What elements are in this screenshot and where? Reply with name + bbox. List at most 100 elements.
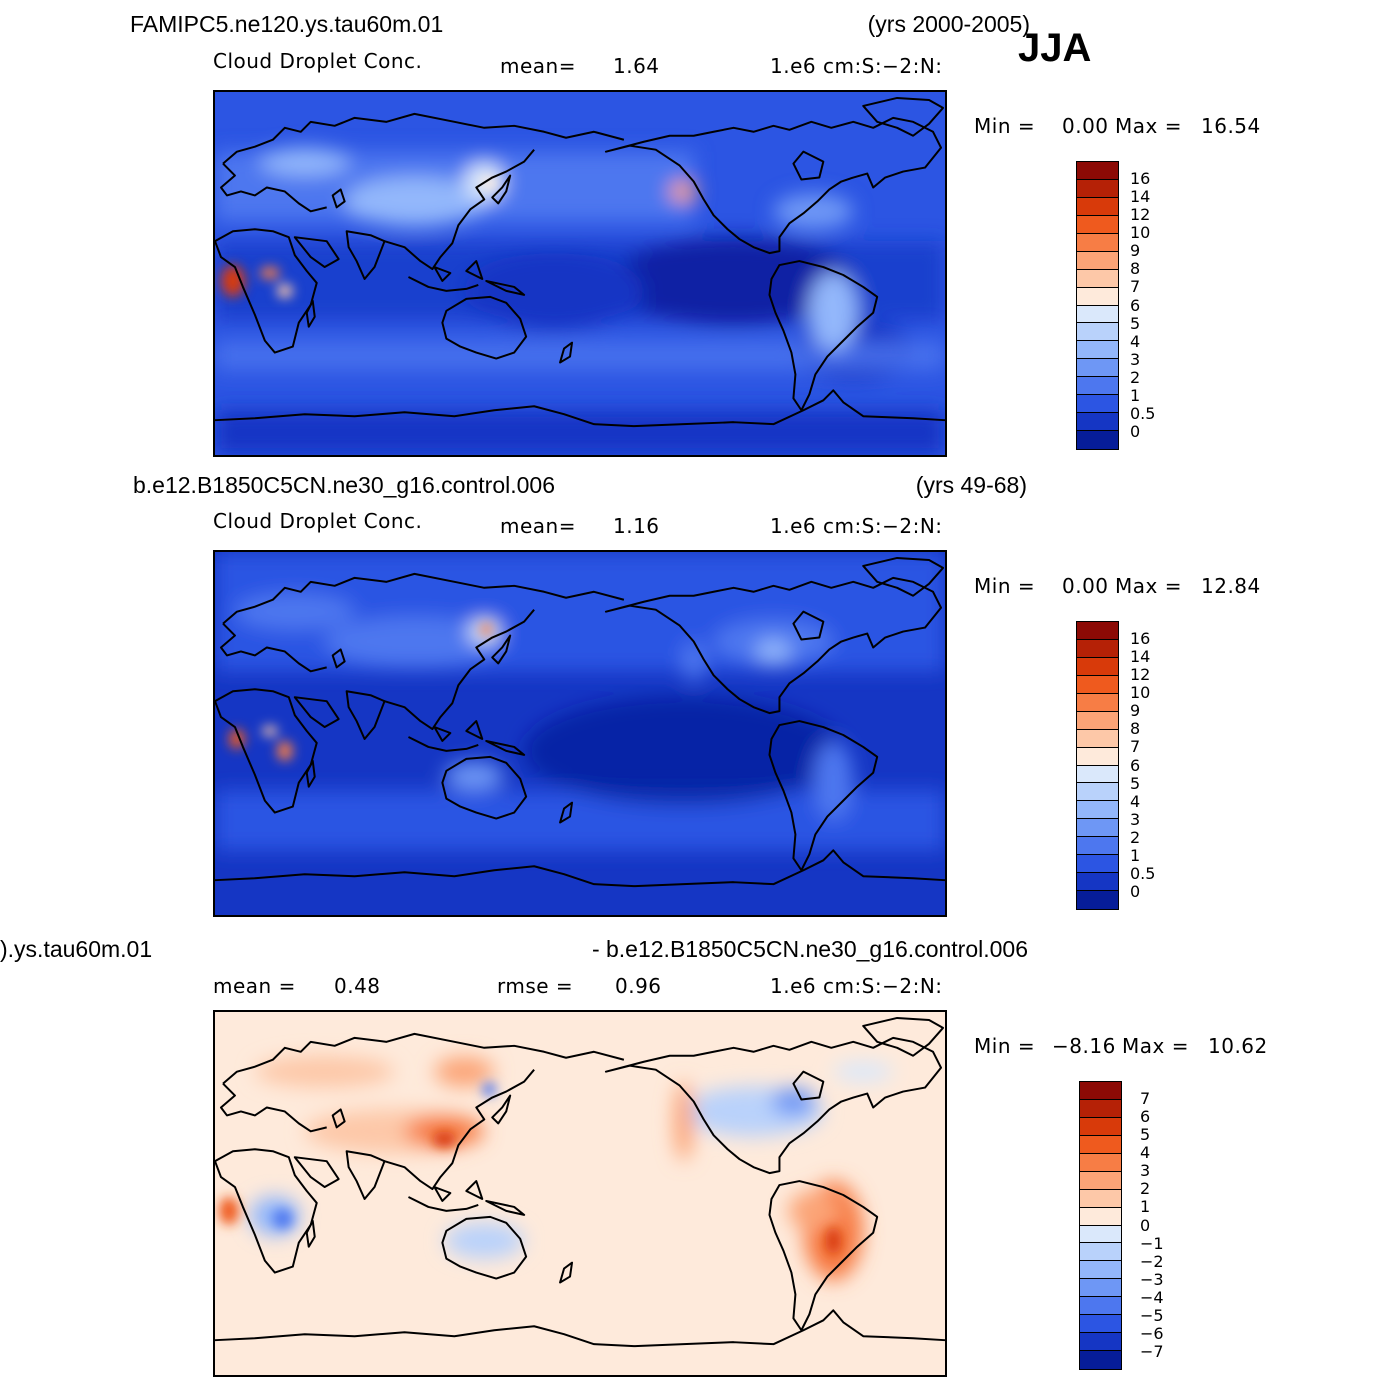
colorbar-swatch bbox=[1077, 377, 1118, 396]
colorbar-swatch bbox=[1077, 837, 1118, 856]
colorbar-swatch bbox=[1080, 1099, 1121, 1118]
colorbar-tick-label: 6 bbox=[1130, 295, 1141, 315]
colorbar-tick-label: 5 bbox=[1130, 773, 1141, 793]
colorbar-tick-label: 10 bbox=[1130, 223, 1151, 243]
colorbar-swatch bbox=[1080, 1171, 1121, 1190]
colorbar-tick-label: 7 bbox=[1140, 1089, 1151, 1109]
colorbar-swatch bbox=[1080, 1207, 1121, 1226]
panel-3-max-value: 10.62 bbox=[1208, 1034, 1268, 1058]
colorbar-tick-label: 0 bbox=[1130, 881, 1141, 901]
panel-3-colorbar bbox=[1079, 1081, 1122, 1370]
colorbar-tick-label: 3 bbox=[1130, 809, 1141, 829]
colorbar-swatch bbox=[1077, 413, 1118, 432]
colorbar-tick-label: 0.5 bbox=[1130, 863, 1156, 883]
colorbar-tick-label: 16 bbox=[1130, 629, 1151, 649]
colorbar-swatch bbox=[1077, 305, 1118, 324]
colorbar-swatch bbox=[1077, 711, 1118, 730]
colorbar-tick-label: 2 bbox=[1130, 827, 1141, 847]
colorbar-swatch bbox=[1077, 395, 1118, 414]
colorbar-tick-label: 7 bbox=[1130, 737, 1141, 757]
colorbar-tick-label: 0 bbox=[1130, 421, 1141, 441]
panel-3-map bbox=[213, 1010, 947, 1377]
panel-1-case-name: FAMIPC5.ne120.ys.tau60m.01 bbox=[130, 11, 444, 37]
colorbar-swatch bbox=[1080, 1297, 1121, 1316]
panel-2-variable: Cloud Droplet Conc. bbox=[213, 509, 423, 533]
colorbar-swatch bbox=[1080, 1189, 1121, 1208]
panel-1-min-value: 0.00 bbox=[1062, 114, 1109, 138]
colorbar-tick-label: 3 bbox=[1130, 349, 1141, 369]
panel-2-case-name: b.e12.B1850C5CN.ne30_g16.control.006 bbox=[133, 472, 555, 498]
panel-2-max-label: Max = bbox=[1115, 574, 1182, 598]
panel-2-map bbox=[213, 550, 947, 917]
colorbar-tick-label: −7 bbox=[1140, 1341, 1164, 1361]
panel-2-mean-label: mean= bbox=[500, 514, 576, 538]
colorbar-tick-label: 1 bbox=[1140, 1197, 1151, 1217]
panel-2-units: 1.e6 cm:S:−2:N: bbox=[770, 514, 943, 538]
colorbar-swatch bbox=[1077, 341, 1118, 360]
colorbar-tick-label: 8 bbox=[1130, 719, 1141, 739]
colorbar-swatch bbox=[1077, 765, 1118, 784]
colorbar-tick-label: 4 bbox=[1140, 1143, 1151, 1163]
panel-2-colorbar bbox=[1076, 621, 1119, 910]
colorbar-swatch bbox=[1077, 747, 1118, 766]
panel-1-map bbox=[213, 90, 947, 457]
colorbar-swatch bbox=[1080, 1315, 1121, 1334]
panel-2-years: (yrs 49-68) bbox=[915, 472, 1027, 498]
panel-3-mean-value: 0.48 bbox=[334, 974, 381, 998]
colorbar-swatch bbox=[1077, 233, 1118, 252]
panel-3-max-label: Max = bbox=[1122, 1034, 1189, 1058]
panel-3-min-label: Min = bbox=[974, 1034, 1036, 1058]
colorbar-tick-label: 2 bbox=[1130, 367, 1141, 387]
colorbar-tick-label: 12 bbox=[1130, 205, 1151, 225]
panel-1-variable: Cloud Droplet Conc. bbox=[213, 49, 423, 73]
colorbar-tick-label: −6 bbox=[1140, 1323, 1164, 1343]
colorbar-swatch bbox=[1077, 323, 1118, 342]
panel-1-max-label: Max = bbox=[1115, 114, 1182, 138]
panel-1-mean-value: 1.64 bbox=[613, 54, 660, 78]
colorbar-swatch bbox=[1080, 1082, 1121, 1100]
panel-2-max-value: 12.84 bbox=[1201, 574, 1261, 598]
colorbar-tick-label: 0 bbox=[1140, 1215, 1151, 1235]
colorbar-swatch bbox=[1077, 783, 1118, 802]
colorbar-tick-label: 7 bbox=[1130, 277, 1141, 297]
panel-3-case-name: ).ys.tau60m.01 bbox=[0, 936, 153, 962]
colorbar-tick-label: 2 bbox=[1140, 1179, 1151, 1199]
panel-3-rmse-value: 0.96 bbox=[615, 974, 662, 998]
colorbar-swatch bbox=[1077, 675, 1118, 694]
colorbar-tick-label: 5 bbox=[1130, 313, 1141, 333]
colorbar-swatch bbox=[1077, 197, 1118, 216]
colorbar-swatch bbox=[1080, 1333, 1121, 1352]
colorbar-swatch bbox=[1080, 1261, 1121, 1280]
colorbar-tick-label: −3 bbox=[1140, 1269, 1164, 1289]
colorbar-tick-label: −4 bbox=[1140, 1287, 1164, 1307]
colorbar-swatch bbox=[1080, 1279, 1121, 1298]
colorbar-tick-label: 10 bbox=[1130, 683, 1151, 703]
panel-3-mean-label: mean = bbox=[213, 974, 296, 998]
colorbar-swatch bbox=[1080, 1135, 1121, 1154]
panel-3-min-value: −8.16 bbox=[1052, 1034, 1116, 1058]
colorbar-tick-label: 0.5 bbox=[1130, 403, 1156, 423]
colorbar-tick-label: 12 bbox=[1130, 665, 1151, 685]
panel-2-min-label: Min = bbox=[974, 574, 1036, 598]
colorbar-swatch bbox=[1080, 1225, 1121, 1244]
panel-3-units: 1.e6 cm:S:−2:N: bbox=[770, 974, 943, 998]
colorbar-swatch bbox=[1077, 855, 1118, 874]
season-label: JJA bbox=[1018, 26, 1092, 70]
colorbar-swatch bbox=[1077, 819, 1118, 838]
colorbar-swatch bbox=[1077, 179, 1118, 198]
colorbar-tick-label: 6 bbox=[1130, 755, 1141, 775]
panel-2-mean-value: 1.16 bbox=[613, 514, 660, 538]
panel-2-min-value: 0.00 bbox=[1062, 574, 1109, 598]
colorbar-tick-label: 14 bbox=[1130, 647, 1151, 667]
panel-1-min-label: Min = bbox=[974, 114, 1036, 138]
colorbar-swatch bbox=[1077, 251, 1118, 270]
colorbar-tick-label: 6 bbox=[1140, 1107, 1151, 1127]
colorbar-swatch bbox=[1077, 359, 1118, 378]
colorbar-swatch bbox=[1077, 693, 1118, 712]
colorbar-swatch bbox=[1077, 215, 1118, 234]
colorbar-tick-label: 16 bbox=[1130, 169, 1151, 189]
colorbar-swatch bbox=[1077, 891, 1118, 909]
colorbar-tick-label: 9 bbox=[1130, 241, 1141, 261]
panel-1-colorbar bbox=[1076, 161, 1119, 450]
colorbar-swatch bbox=[1080, 1117, 1121, 1136]
